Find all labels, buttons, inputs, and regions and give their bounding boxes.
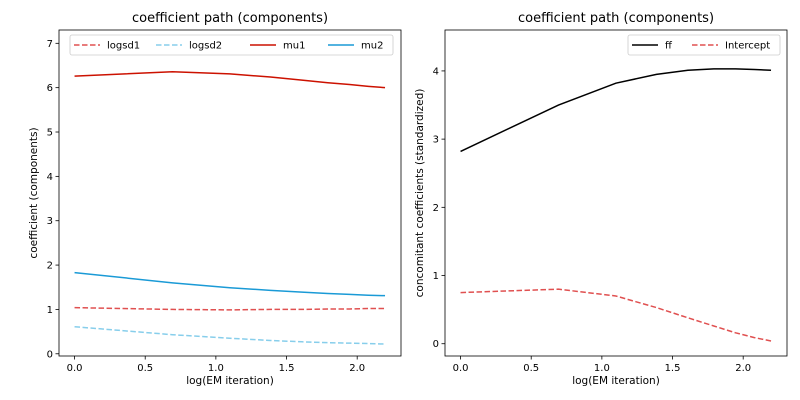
y-tick-label: 2 bbox=[47, 261, 53, 272]
series-line-Intercept bbox=[460, 288, 772, 342]
chart-left: coefficient path (components) 0.0 0.5 1.0 1.… bbox=[28, 11, 402, 387]
legend-label-logsd1: logsd1 bbox=[107, 41, 140, 52]
x-tick-label: 1.5 bbox=[279, 363, 295, 374]
legend-label-ff: ff bbox=[665, 41, 673, 52]
legend-label-Intercept: Intercept bbox=[725, 41, 770, 52]
y-tick-label: 1 bbox=[47, 305, 53, 316]
x-tick-label: 0.0 bbox=[67, 363, 83, 374]
y-tick-label: 3 bbox=[433, 135, 439, 146]
y-axis-label: concomitant coefficients (standardized) bbox=[414, 89, 426, 298]
series-line-ff bbox=[460, 68, 772, 153]
legend-label-logsd2: logsd2 bbox=[189, 41, 222, 52]
x-tick-label: 2.0 bbox=[735, 363, 751, 374]
y-tick-label: 0 bbox=[433, 339, 439, 350]
series-line-mu2 bbox=[74, 271, 386, 297]
y-tick-label: 2 bbox=[433, 203, 439, 214]
legend-box bbox=[69, 34, 394, 56]
x-tick-label: 1.5 bbox=[665, 363, 681, 374]
series-line-logsd1 bbox=[74, 306, 386, 311]
plot-frame bbox=[58, 29, 402, 357]
legend: ff Intercept bbox=[627, 34, 781, 56]
x-tick-label: 0.5 bbox=[137, 363, 153, 374]
chart-right: coefficient path (components) 0.0 0.5 1.0 1.… bbox=[414, 11, 788, 387]
x-tick-label: 2.0 bbox=[349, 363, 365, 374]
y-tick-label: 1 bbox=[433, 271, 439, 282]
series-line-mu1 bbox=[74, 70, 386, 89]
y-axis-label: coefficient (components) bbox=[28, 127, 40, 258]
y-tick-label: 4 bbox=[47, 172, 53, 183]
chart-title: coefficient path (components) bbox=[132, 11, 328, 26]
x-axis-label: log(EM iteration) bbox=[572, 375, 660, 387]
x-tick-label: 1.0 bbox=[208, 363, 224, 374]
legend: logsd1 logsd2 mu1 mu2 bbox=[69, 34, 394, 56]
legend-label-mu2: mu2 bbox=[361, 41, 383, 52]
x-tick-label: 0.0 bbox=[453, 363, 469, 374]
y-tick-label: 7 bbox=[47, 39, 53, 50]
y-tick-label: 4 bbox=[433, 66, 439, 77]
x-tick-label: 1.0 bbox=[594, 363, 610, 374]
x-axis-label: log(EM iteration) bbox=[186, 375, 274, 387]
y-tick-label: 6 bbox=[47, 83, 53, 94]
y-tick-label: 5 bbox=[47, 128, 53, 139]
plot-frame bbox=[444, 29, 788, 357]
legend-label-mu1: mu1 bbox=[283, 41, 305, 52]
y-tick-label: 0 bbox=[47, 349, 53, 360]
x-tick-label: 0.5 bbox=[523, 363, 539, 374]
y-tick-label: 3 bbox=[47, 216, 53, 227]
chart-title: coefficient path (components) bbox=[518, 11, 714, 26]
series-line-logsd2 bbox=[74, 325, 386, 345]
